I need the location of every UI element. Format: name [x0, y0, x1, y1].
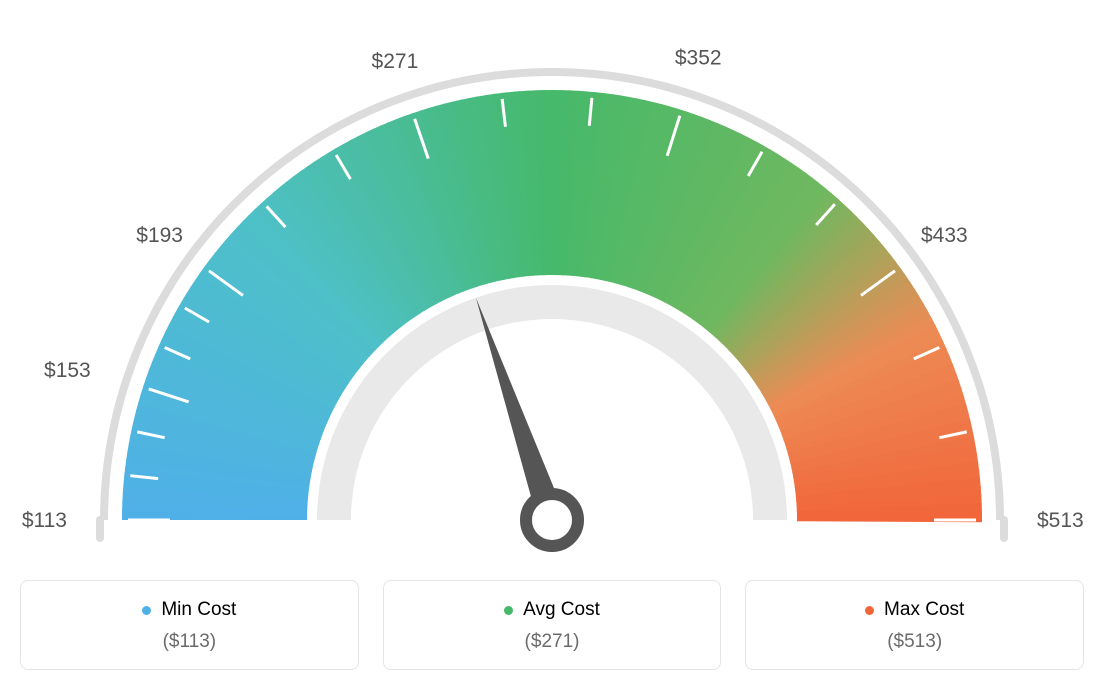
legend-dot-avg [504, 606, 513, 615]
legend-label-min: Min Cost [161, 599, 236, 621]
legend-card-min: Min Cost ($113) [20, 580, 359, 670]
cost-gauge: $113 $153 $193 $271 $352 $433 $513 [20, 20, 1084, 560]
gauge-needle-hub [526, 494, 578, 546]
gauge-tick-label: $153 [44, 359, 91, 382]
legend-dot-min [142, 606, 151, 615]
legend-title-max: Max Cost [865, 599, 964, 621]
legend-value-max: ($513) [766, 631, 1063, 653]
gauge-tick-label: $193 [136, 224, 183, 247]
legend-card-avg: Avg Cost ($271) [383, 580, 722, 670]
legend-dot-max [865, 606, 874, 615]
legend-label-avg: Avg Cost [523, 599, 600, 621]
legend-value-min: ($113) [41, 631, 338, 653]
legend-title-min: Min Cost [142, 599, 236, 621]
gauge-tick-label: $352 [675, 47, 722, 70]
gauge-tick-label: $271 [372, 50, 419, 73]
gauge-tick-label: $513 [1037, 509, 1084, 532]
legend-title-avg: Avg Cost [504, 599, 600, 621]
legend-label-max: Max Cost [884, 599, 964, 621]
gauge-tick-label: $113 [22, 509, 67, 532]
legend-card-max: Max Cost ($513) [745, 580, 1084, 670]
gauge-tick-label: $433 [921, 224, 968, 247]
gauge-svg: $113 $153 $193 $271 $352 $433 $513 [20, 20, 1084, 560]
legend-row: Min Cost ($113) Avg Cost ($271) Max Cost… [20, 580, 1084, 670]
legend-value-avg: ($271) [404, 631, 701, 653]
